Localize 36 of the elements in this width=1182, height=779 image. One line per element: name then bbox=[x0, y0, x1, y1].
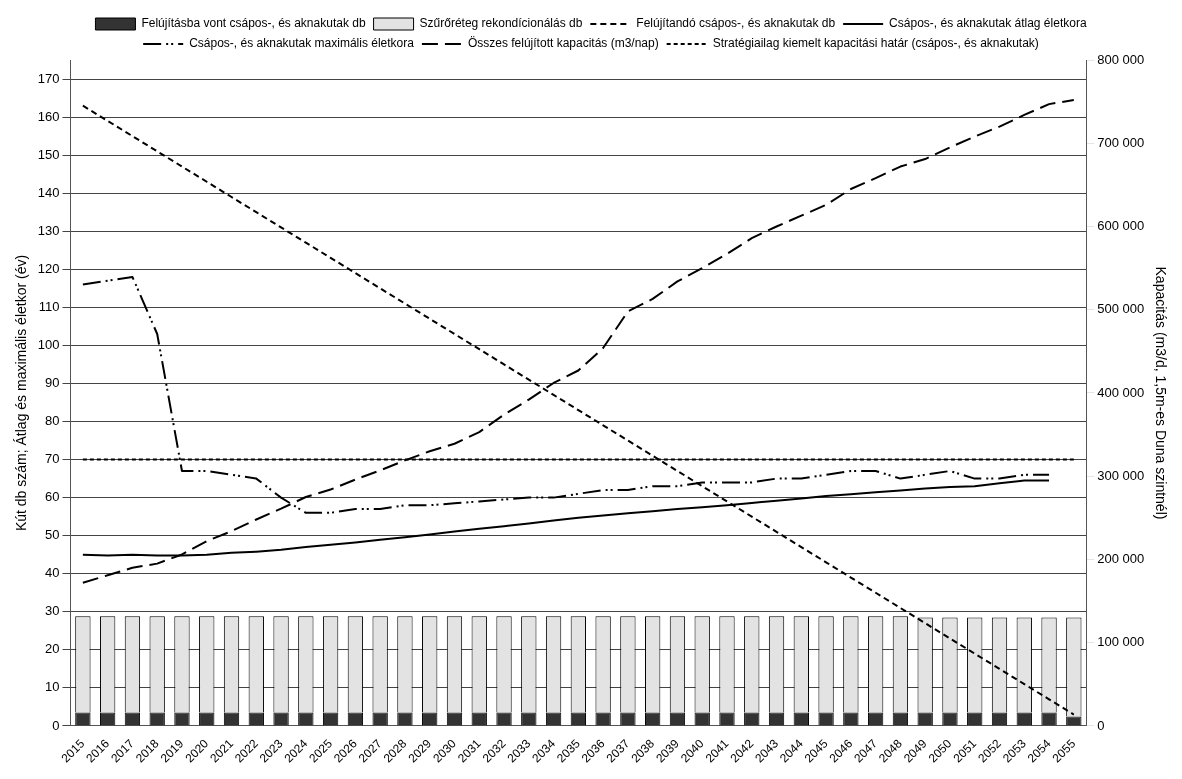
y-tick-label: 40 bbox=[45, 565, 60, 581]
y2-tick-label: 100 000 bbox=[1097, 634, 1145, 650]
y-tick-label: 160 bbox=[37, 108, 60, 124]
legend-label: Csápos-, és aknakutak maximális életkora bbox=[189, 36, 415, 51]
y2-tick-label: 200 000 bbox=[1097, 551, 1145, 567]
y-tick-label: 50 bbox=[45, 527, 60, 543]
y2-tick-label: 300 000 bbox=[1097, 467, 1145, 483]
legend-label: Csápos-, és aknakutak átlag életkora bbox=[889, 16, 1087, 31]
y-tick-label: 120 bbox=[37, 260, 60, 276]
legend-label: Szűrőréteg rekondícionálás db bbox=[419, 16, 583, 31]
y-tick-label: 90 bbox=[45, 375, 60, 391]
legend-label: Felújításba vont csápos-, és aknakutak db bbox=[141, 16, 366, 31]
y-tick-label: 10 bbox=[45, 679, 60, 695]
y-tick-label: 30 bbox=[45, 603, 60, 619]
legend-label: Felújítandó csápos-, és aknakutak db bbox=[636, 16, 836, 31]
y2-tick-label: 800 000 bbox=[1097, 51, 1145, 67]
y-tick-label: 80 bbox=[45, 413, 60, 429]
y-tick-label: 20 bbox=[45, 641, 60, 657]
y-tick-label: 60 bbox=[45, 489, 60, 505]
legend-label: Összes felújított kapacitás (m3/nap) bbox=[467, 36, 659, 51]
y-tick-label: 140 bbox=[37, 184, 60, 200]
y2-tick-label: 400 000 bbox=[1097, 384, 1145, 400]
y-tick-label: 70 bbox=[45, 451, 60, 467]
y2-tick-label: 500 000 bbox=[1097, 301, 1145, 317]
y-tick-label: 100 bbox=[37, 336, 60, 352]
legend-label: Stratégiailag kiemelt kapacitási határ (csápos-, és aknakutak) bbox=[712, 36, 1039, 51]
y2-tick-label: 600 000 bbox=[1097, 218, 1145, 234]
y-tick-label: 110 bbox=[38, 298, 60, 314]
y-axis-title: Kút db szám; Átlag és maximális életkor (év) bbox=[13, 254, 30, 532]
y-tick-label: 0 bbox=[52, 717, 60, 733]
y2-tick-label: 0 bbox=[1097, 717, 1105, 733]
y-tick-label: 130 bbox=[37, 222, 60, 238]
y2-tick-label: 700 000 bbox=[1097, 134, 1145, 150]
y2-axis-title: Kapacitás (m3/d, 1,5m-es Duna szintnél) bbox=[1152, 266, 1169, 520]
y-tick-label: 170 bbox=[37, 70, 60, 86]
y-tick-label: 150 bbox=[37, 146, 60, 162]
